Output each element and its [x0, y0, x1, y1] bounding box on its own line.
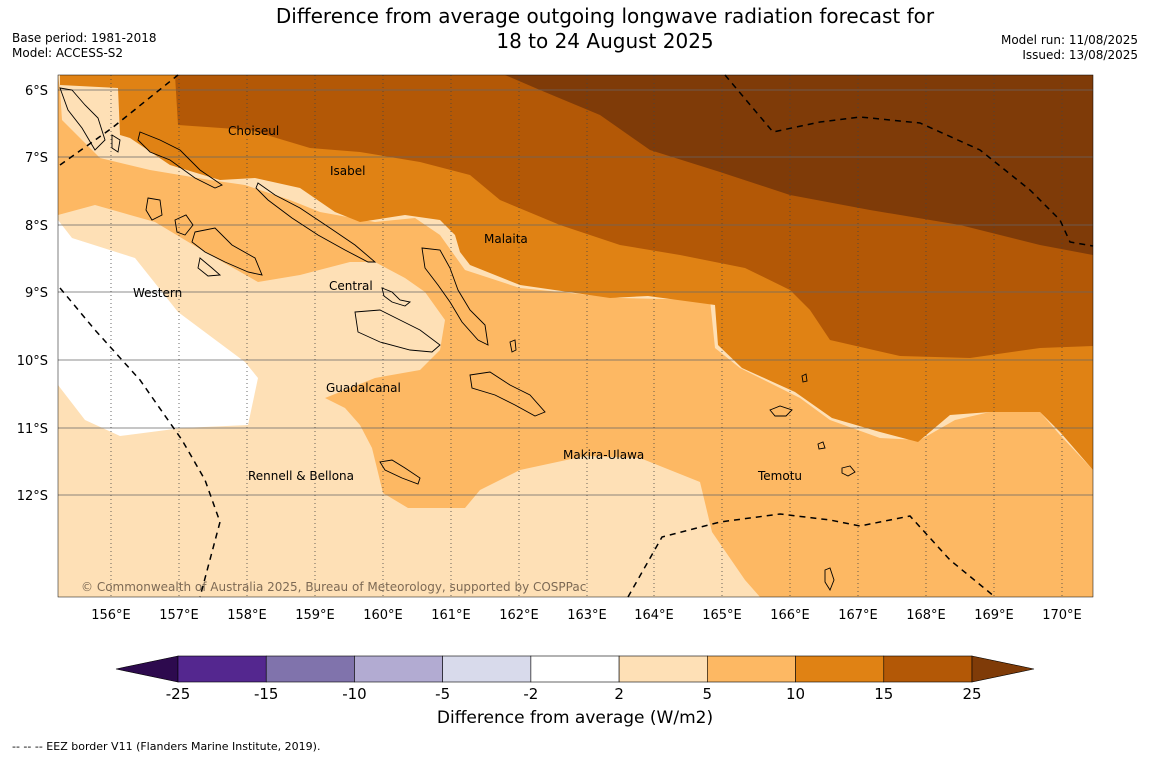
label-choiseul: Choiseul	[228, 124, 279, 138]
meta-left: Base period: 1981-2018 Model: ACCESS-S2	[12, 31, 157, 61]
lon-tick: 160°E	[363, 608, 403, 623]
label-rennell-bellona: Rennell & Bellona	[248, 469, 354, 483]
label-guadalcanal: Guadalcanal	[326, 381, 401, 395]
colorbar-segment	[795, 655, 885, 683]
label-makira-ulawa: Makira-Ulawa	[563, 448, 644, 462]
lat-gridlines	[58, 89, 1093, 496]
colorbar-segment	[354, 655, 443, 683]
colorbar-segment	[442, 655, 532, 683]
colorbar-segment	[530, 655, 620, 683]
eez-border	[59, 74, 1094, 598]
lat-tick: 11°S	[17, 422, 48, 437]
lat-tick: 9°S	[25, 286, 48, 301]
label-isabel: Isabel	[330, 164, 365, 178]
eez-footnote: -- -- -- EEZ border V11 (Flanders Marine…	[12, 740, 321, 753]
colorbar-extend-low	[115, 655, 179, 683]
meta-right: Model run: 11/08/2025 Issued: 13/08/2025	[1001, 33, 1138, 63]
title-line-2: 18 to 24 August 2025	[496, 29, 714, 53]
colorbar-tick-label: -5	[435, 685, 450, 703]
colorbar-tick-label: -15	[254, 685, 279, 703]
model-name: Model: ACCESS-S2	[12, 46, 124, 60]
page-title: Difference from average outgoing longwav…	[230, 4, 980, 54]
lon-tick: 168°E	[906, 608, 946, 623]
colorbar-tick-label: 25	[962, 685, 981, 703]
coastlines	[59, 87, 856, 591]
colorbar-tick-label: -2	[523, 685, 538, 703]
colorbar-segment	[883, 655, 973, 683]
title-line-1: Difference from average outgoing longwav…	[275, 4, 935, 28]
lon-tick: 157°E	[159, 608, 199, 623]
lon-tick: 158°E	[227, 608, 267, 623]
lon-tick: 165°E	[702, 608, 742, 623]
lon-tick: 162°E	[499, 608, 539, 623]
lon-tick: 167°E	[838, 608, 878, 623]
issued-date: Issued: 13/08/2025	[1022, 48, 1138, 62]
colorbar-tick-label: -10	[342, 685, 367, 703]
colorbar-tick-label: 2	[614, 685, 624, 703]
lon-tick: 169°E	[974, 608, 1014, 623]
label-central: Central	[329, 279, 373, 293]
contour-5-10	[58, 75, 1093, 597]
lat-tick: 8°S	[25, 219, 48, 234]
colorbar: -25 -15 -10 -5 -2 2 5 10 15 25	[115, 655, 1035, 703]
colorbar-segment	[618, 655, 708, 683]
lon-gridlines	[110, 75, 1063, 597]
colorbar-extend-high	[971, 655, 1035, 683]
lat-tick: 12°S	[17, 489, 48, 504]
lon-tick: 156°E	[91, 608, 131, 623]
lon-tick: 170°E	[1042, 608, 1082, 623]
label-temotu: Temotu	[757, 469, 802, 483]
contour-above-25	[505, 75, 1093, 255]
lon-tick: 163°E	[567, 608, 607, 623]
lon-tick: 159°E	[295, 608, 335, 623]
colorbar-label: Difference from average (W/m2)	[436, 708, 714, 728]
lat-tick: 7°S	[25, 151, 48, 166]
lon-tick-labels: 156°E 157°E 158°E 159°E 160°E 161°E 162°…	[91, 608, 1082, 623]
lon-tick: 161°E	[431, 608, 471, 623]
colorbar-segment	[265, 655, 355, 683]
lat-tick: 6°S	[25, 84, 48, 99]
lat-tick-labels: 6°S 7°S 8°S 9°S 10°S 11°S 12°S	[17, 84, 48, 504]
colorbar-tick-label: -25	[166, 685, 191, 703]
copyright-notice: © Commonwealth of Australia 2025, Bureau…	[81, 580, 587, 594]
model-run: Model run: 11/08/2025	[1000, 33, 1138, 47]
colorbar-tick-label: 15	[874, 685, 893, 703]
colorbar-segment	[177, 655, 267, 683]
lon-tick: 166°E	[770, 608, 810, 623]
base-period: Base period: 1981-2018	[12, 31, 157, 45]
label-malaita: Malaita	[484, 232, 528, 246]
label-western: Western	[133, 286, 182, 300]
map-frame	[57, 74, 1094, 598]
lat-tick: 10°S	[17, 354, 48, 369]
lon-tick: 164°E	[634, 608, 674, 623]
colorbar-tick-label: 10	[786, 685, 805, 703]
contour-near-zero	[58, 220, 258, 436]
colorbar-segment	[707, 655, 796, 683]
colorbar-tick-label: 5	[703, 685, 713, 703]
